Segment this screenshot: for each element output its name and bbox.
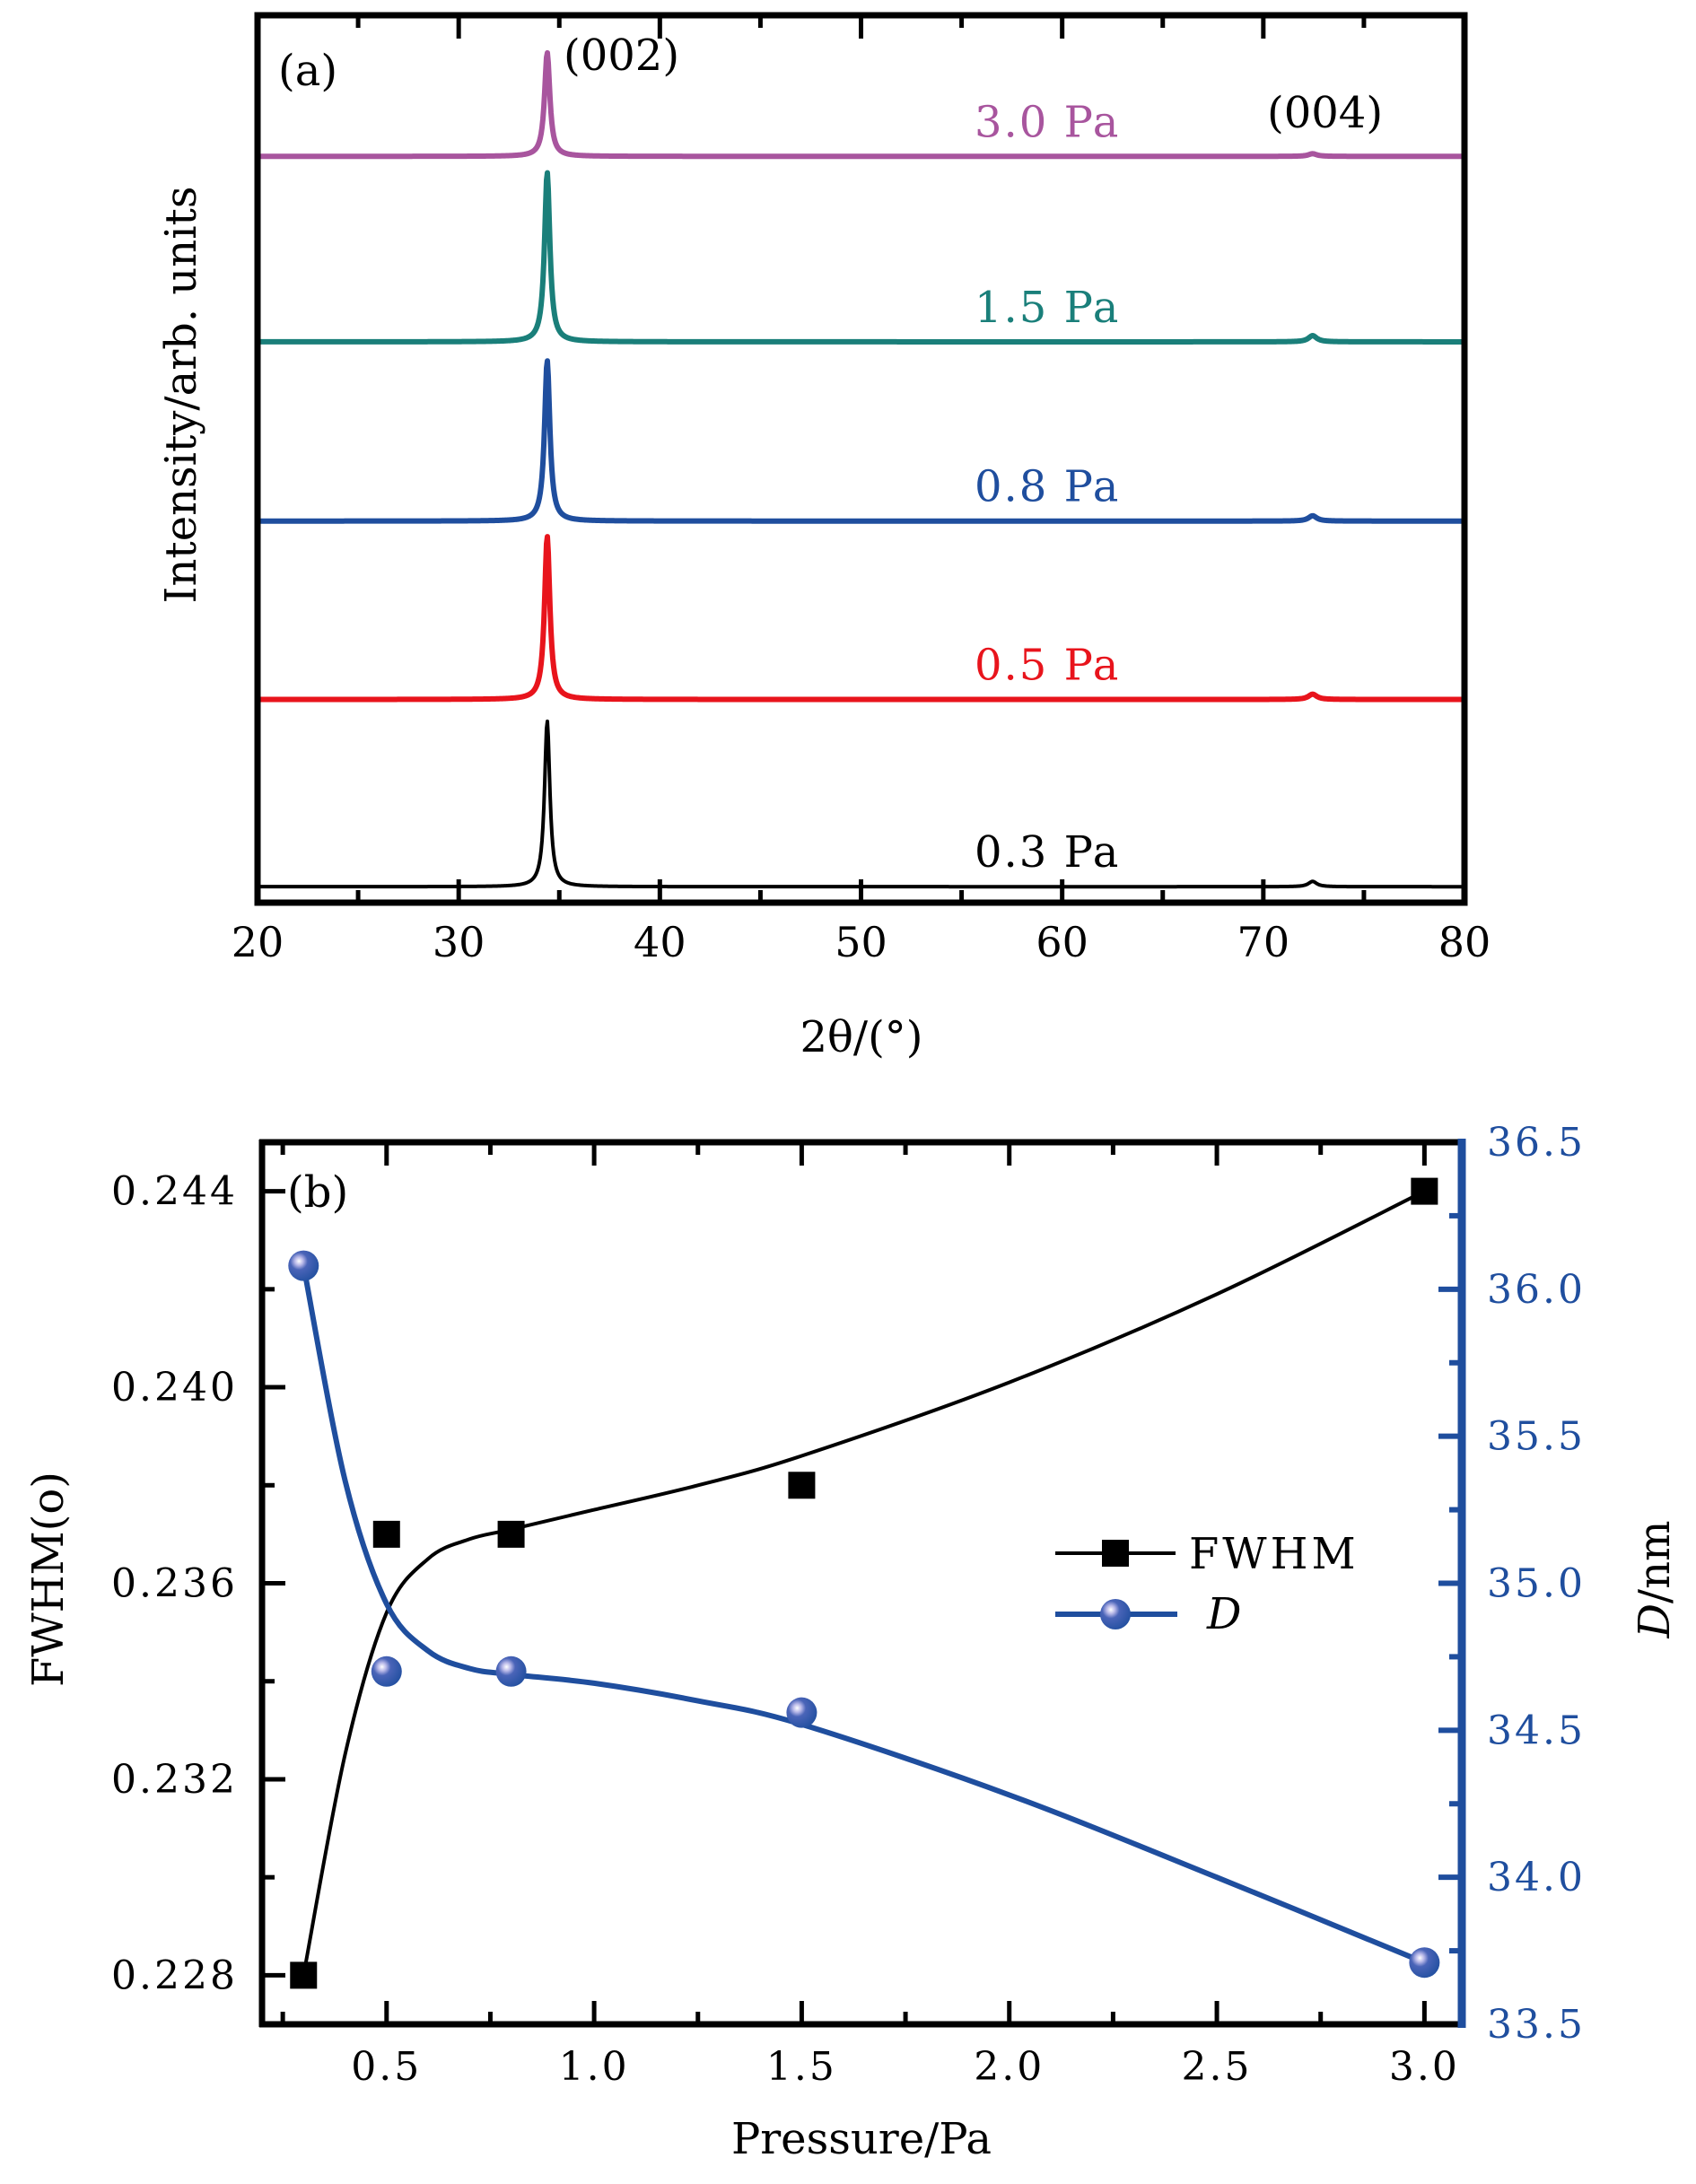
panel-a: 20 30 40 50 60 70 80 3.0 Pa 1.5 Pa 0.8 Pa 0.5 Pa 0… [156, 12, 1491, 1062]
y-tick-label-left: 0.240 [111, 1365, 238, 1411]
y-tick-label-right: 35.5 [1487, 1414, 1586, 1460]
b-fit-curves [301, 1189, 1426, 1976]
fit-curve-fwhm [302, 1189, 1426, 1976]
trace-label: 0.8 Pa [975, 462, 1120, 512]
a-plot-frame [254, 12, 1468, 906]
x-tick-label: 2.0 [974, 2044, 1045, 2090]
x-tick-label: 60 [1036, 918, 1088, 966]
y-tick-label-left: 0.232 [111, 1757, 238, 1803]
trace-label: 0.3 Pa [975, 827, 1120, 878]
b-ticks [262, 1140, 1462, 2027]
b-y-axis-title-right: D/nm [1630, 1520, 1680, 1638]
y-tick-label-left: 0.244 [111, 1169, 238, 1215]
trace-0-3-pa [257, 719, 1465, 889]
b-y-axis-title-left: FWHM(o) [23, 1472, 74, 1687]
x-tick-label: 40 [634, 918, 686, 966]
a-traces [256, 49, 1466, 889]
d-point [371, 1655, 402, 1687]
fwhm-point [1411, 1177, 1438, 1205]
legend-item-d: D [1055, 1589, 1245, 1639]
x-tick-label: 0.5 [351, 2044, 422, 2090]
y-tick-label-right: 35.0 [1487, 1561, 1586, 1607]
fwhm-point [372, 1520, 400, 1548]
a-x-tick-labels: 20 30 40 50 60 70 80 [232, 918, 1491, 966]
b-x-axis-title: Pressure/Pa [731, 2114, 992, 2164]
y-tick-label-right: 36.5 [1487, 1120, 1586, 1166]
x-tick-label: 20 [232, 918, 284, 966]
x-tick-label: 70 [1237, 918, 1290, 966]
trace-label: 1.5 Pa [975, 283, 1120, 333]
y-tick-label-left: 0.228 [111, 1952, 238, 1998]
trace-label: 3.0 Pa [975, 97, 1120, 147]
y-tick-label-right: 34.5 [1487, 1708, 1586, 1753]
a-trace-labels: 3.0 Pa 1.5 Pa 0.8 Pa 0.5 Pa 0.3 Pa [975, 97, 1120, 878]
fwhm-point [788, 1472, 816, 1499]
trace-3-0-pa [256, 49, 1466, 160]
legend-marker-sphere [1100, 1599, 1131, 1629]
d-point [1409, 1947, 1440, 1979]
x-tick-label: 3.0 [1389, 2044, 1460, 2090]
panel-label-b: (b) [287, 1167, 348, 1218]
x-tick-label: 1.5 [766, 2044, 837, 2090]
x-tick-label: 50 [835, 918, 887, 966]
b-y-axis-title-right-symbol: D [1630, 1603, 1680, 1638]
a-x-ticks [255, 15, 1467, 903]
trace-0-8-pa [256, 358, 1466, 524]
d-point [288, 1250, 319, 1281]
a-y-axis-title: Intensity/arb. units [156, 187, 206, 604]
b-y-axis-title-right-unit: /nm [1630, 1520, 1680, 1603]
y-tick-label-right: 36.0 [1487, 1267, 1586, 1313]
legend-label-d: D [1206, 1589, 1245, 1639]
x-tick-label: 80 [1438, 918, 1491, 966]
x-tick-label: 30 [433, 918, 485, 966]
b-markers [288, 1177, 1440, 1989]
legend-marker-square [1102, 1540, 1129, 1567]
annotation-004: (004) [1267, 88, 1383, 138]
legend: FWHM D [1055, 1529, 1359, 1639]
legend-label-fwhm: FWHM [1189, 1529, 1359, 1579]
y-tick-label-right: 34.0 [1487, 1855, 1586, 1900]
panel-b: 0.5 1.0 1.5 2.0 2.5 3.0 0.228 0.232 0.236 0.240 0.… [23, 1120, 1680, 2164]
x-tick-label: 1.0 [559, 2044, 630, 2090]
y-tick-label-left: 0.236 [111, 1561, 238, 1607]
panel-label-a: (a) [278, 46, 337, 96]
trace-label: 0.5 Pa [975, 641, 1120, 691]
b-tick-labels: 0.5 1.0 1.5 2.0 2.5 3.0 0.228 0.232 0.236 0.240 0.… [111, 1120, 1586, 2090]
legend-item-fwhm: FWHM [1055, 1529, 1359, 1579]
annotation-002: (002) [564, 31, 679, 81]
d-point [786, 1697, 817, 1728]
fwhm-point [497, 1520, 525, 1548]
x-tick-label: 2.5 [1182, 2044, 1253, 2090]
fit-curve-d [301, 1265, 1426, 1965]
d-point [495, 1655, 527, 1687]
trace-0-5-pa [256, 534, 1466, 703]
y-tick-label-right: 33.5 [1487, 2002, 1586, 2048]
trace-1-5-pa [256, 170, 1466, 345]
fwhm-point [290, 1961, 318, 1989]
a-x-axis-title: 2θ/(°) [800, 1012, 922, 1062]
